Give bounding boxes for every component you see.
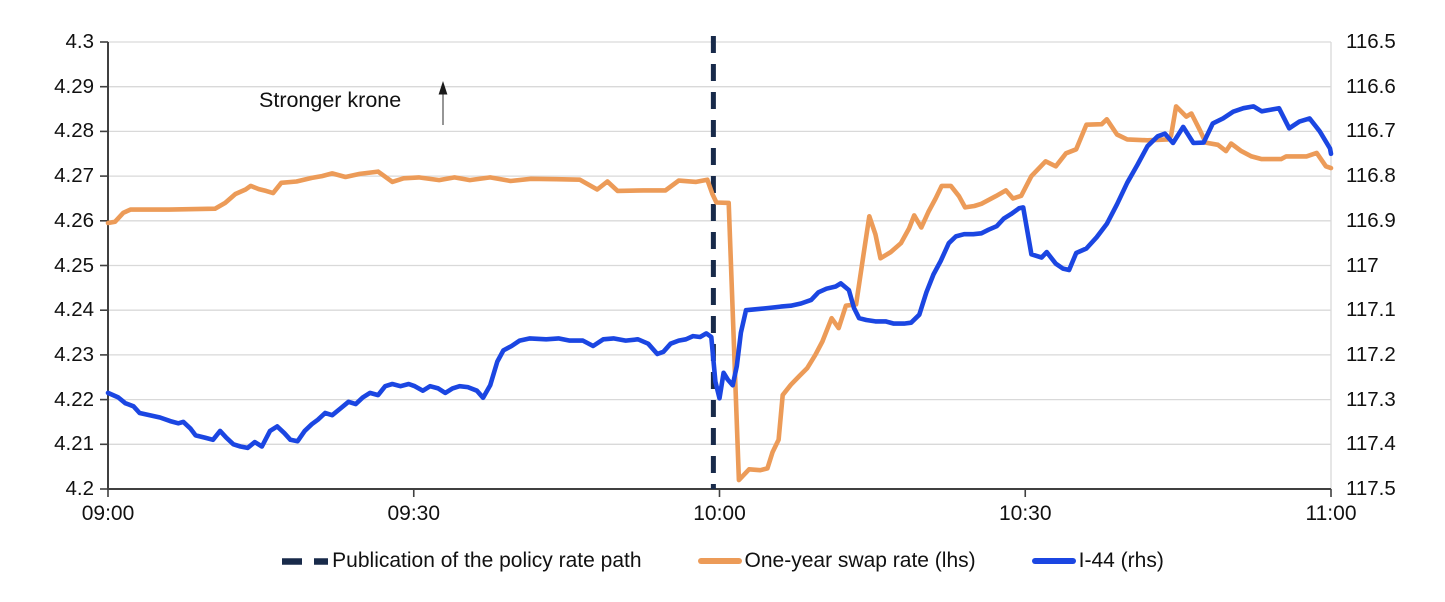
legend-label-swap-rate: One-year swap rate (lhs)	[744, 549, 976, 572]
y-tick-label-right: 117.4	[1346, 432, 1396, 456]
y-tick-label-right: 117.5	[1346, 476, 1396, 500]
y-tick-label-right: 116.6	[1346, 74, 1396, 98]
legend-label-i44: I-44 (rhs)	[1078, 549, 1164, 572]
orange-line-swatch	[697, 558, 742, 564]
y-tick-label-right: 117.1	[1346, 297, 1396, 321]
y-tick-label-left: 4.23	[54, 342, 94, 366]
y-tick-label-left: 4.26	[54, 208, 94, 232]
y-tick-label-left: 4.21	[54, 432, 94, 456]
legend-item-publication: Publication of the policy rate path	[281, 549, 642, 573]
y-tick-label-left: 4.22	[54, 387, 94, 411]
legend-item-i44: I-44 (rhs)	[1031, 549, 1164, 573]
y-tick-label-left: 4.29	[54, 74, 94, 98]
x-tick-label: 09:00	[81, 502, 135, 525]
y-tick-label-left: 4.28	[54, 119, 94, 143]
blue-line-swatch	[1031, 558, 1076, 564]
annotation-text: Stronger krone	[259, 88, 402, 112]
y-tick-label-left: 4.3	[65, 29, 95, 53]
y-tick-label-left: 4.25	[54, 253, 94, 277]
y-tick-label-right: 117	[1346, 253, 1379, 277]
dashed-line-swatch	[282, 557, 329, 565]
y-tick-label-right: 116.7	[1346, 119, 1396, 143]
x-tick-label: 11:00	[1305, 502, 1357, 525]
y-tick-label-left: 4.2	[65, 476, 95, 500]
y-tick-label-right: 116.8	[1346, 163, 1396, 187]
legend-label-publication: Publication of the policy rate path	[332, 549, 642, 572]
y-tick-label-right: 117.3	[1346, 387, 1396, 411]
up-arrow-icon	[438, 81, 448, 125]
y-tick-label-right: 117.2	[1346, 342, 1396, 366]
y-tick-label-right: 116.9	[1346, 208, 1396, 232]
legend: Publication of the policy rate path One-…	[0, 549, 1445, 573]
y-tick-label-left: 4.24	[54, 297, 94, 321]
series-line-i44	[105, 104, 1334, 451]
y-tick-label-right: 116.5	[1346, 29, 1396, 53]
x-tick-label: 10:30	[998, 502, 1052, 525]
y-tick-label-left: 4.27	[54, 163, 94, 187]
x-tick-label: 09:30	[387, 502, 441, 525]
legend-item-swap-rate: One-year swap rate (lhs)	[697, 549, 976, 573]
stronger-krone-annotation: Stronger krone	[259, 88, 401, 113]
series-line-swap-rate	[105, 104, 1334, 483]
x-tick-label: 10:00	[693, 502, 746, 525]
